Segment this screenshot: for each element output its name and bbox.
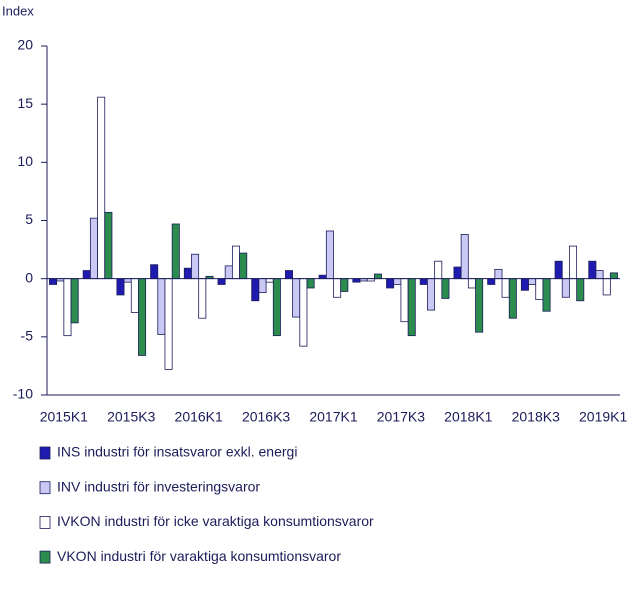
bar: [569, 245, 578, 280]
bar: [231, 245, 240, 280]
bar: [393, 278, 402, 285]
bar: [97, 96, 106, 280]
bar: [554, 260, 563, 280]
bar: [487, 278, 496, 285]
legend-swatch: [39, 516, 51, 529]
bar: [171, 223, 180, 280]
legend-label: VKON industri för varaktiga konsumtionsv…: [57, 548, 341, 564]
bar: [494, 268, 503, 280]
bar: [150, 264, 159, 280]
bar: [595, 270, 604, 280]
bar: [352, 278, 361, 283]
x-tick-label: 2017K1: [309, 409, 357, 425]
bar: [299, 278, 308, 347]
legend-swatch: [39, 446, 51, 460]
legend-label: INS industri för insatsvaror exkl. energ…: [57, 444, 297, 460]
bar: [272, 278, 281, 337]
bar: [239, 252, 248, 280]
bar: [374, 273, 383, 280]
bar: [138, 278, 147, 356]
bar: [467, 278, 476, 289]
bar: [588, 260, 597, 280]
bar: [407, 278, 416, 337]
y-tick-label: 20: [17, 37, 33, 53]
bar: [576, 278, 585, 302]
y-tick-label: 5: [25, 211, 33, 227]
bar: [116, 278, 125, 296]
x-tick-label: 2018K3: [512, 409, 560, 425]
bar: [609, 272, 618, 280]
bar: [157, 278, 166, 335]
bar: [501, 278, 510, 298]
legend-swatch: [39, 550, 51, 564]
bar: [292, 278, 301, 318]
bar: [508, 278, 517, 319]
x-tick-label: 2018K1: [444, 409, 492, 425]
bar: [63, 278, 72, 337]
y-tick-label: 0: [25, 269, 33, 285]
bar: [70, 278, 79, 324]
bar: [82, 270, 91, 280]
x-tick-label: 2019K1: [579, 409, 627, 425]
legend-swatch: [39, 481, 51, 495]
bar: [460, 234, 469, 280]
bar: [434, 260, 443, 280]
x-tick-label: 2015K3: [107, 409, 155, 425]
bar: [284, 270, 293, 280]
bar: [475, 278, 484, 333]
y-axis-label: Index: [2, 3, 34, 18]
bar: [123, 278, 132, 283]
bar: [104, 211, 113, 280]
legend-label: IVKON industri för icke varaktiga konsum…: [57, 513, 374, 529]
bar: [602, 278, 611, 296]
bar: [535, 278, 544, 301]
bar: [419, 278, 428, 285]
bar: [164, 278, 173, 370]
bar: [191, 253, 200, 280]
x-tick-label: 2017K3: [377, 409, 425, 425]
bar: [453, 266, 462, 280]
bar: [318, 274, 327, 280]
bar: [89, 217, 98, 280]
legend-label: INV industri för investeringsvaror: [57, 478, 260, 494]
y-tick-label: 10: [17, 153, 33, 169]
bar: [258, 278, 267, 294]
bar: [561, 278, 570, 298]
bar: [520, 278, 529, 291]
bar: [441, 278, 450, 299]
bar: [265, 278, 274, 283]
bar: [306, 278, 315, 289]
x-tick-label: 2016K3: [242, 409, 290, 425]
bar: [400, 278, 409, 323]
bar: [183, 267, 192, 280]
bar: [251, 278, 260, 302]
bar: [224, 265, 233, 280]
x-tick-label: 2015K1: [40, 409, 88, 425]
bar: [340, 278, 349, 292]
x-tick-label: 2016K1: [175, 409, 223, 425]
bar: [130, 278, 139, 313]
bar: [325, 230, 334, 280]
bar: [217, 278, 226, 285]
y-tick-label: 15: [17, 95, 33, 111]
bar: [333, 278, 342, 298]
y-tick-label: -10: [13, 386, 33, 402]
bar: [542, 278, 551, 312]
y-tick-label: -5: [21, 328, 34, 344]
bar: [427, 278, 436, 311]
bar: [386, 278, 395, 289]
bar: [198, 278, 207, 319]
bar: [49, 278, 58, 285]
bar: [528, 278, 537, 285]
